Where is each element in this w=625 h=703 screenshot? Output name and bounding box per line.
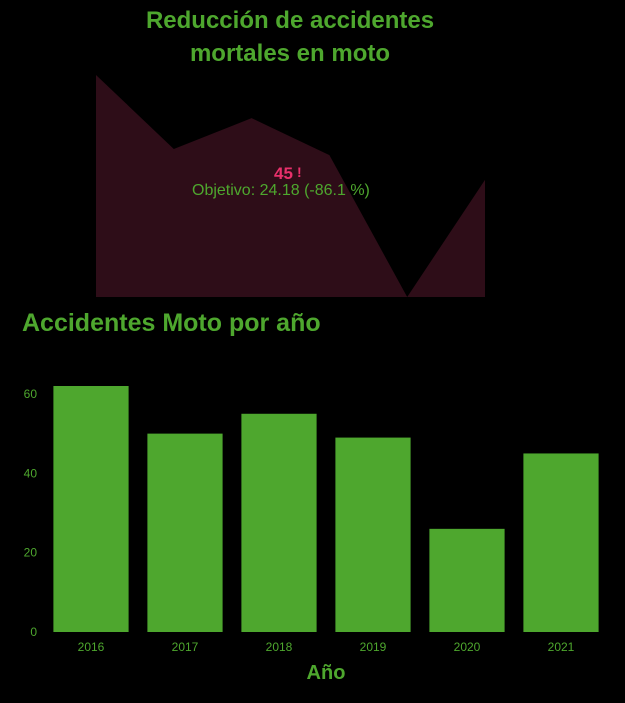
bar-2020[interactable] [429,528,505,632]
bar-chart-title: Accidentes Moto por año [22,309,321,337]
kpi-value: 45 [274,164,293,183]
kpi-area [96,75,485,297]
x-tick-label: 2021 [548,640,575,654]
y-tick-label: 60 [24,387,38,401]
bar-2018[interactable] [241,413,317,632]
x-tick-label: 2019 [360,640,387,654]
kpi-title: Reducción de accidentes mortales en moto [0,4,580,70]
bar-2017[interactable] [147,433,223,632]
bar-2016[interactable] [53,386,129,632]
x-tick-label: 2017 [172,640,199,654]
x-tick-label: 2016 [78,640,105,654]
kpi-title-line1: Reducción de accidentes [145,7,435,34]
bar-2019[interactable] [335,437,411,632]
kpi-area-chart [96,75,485,297]
y-tick-label: 40 [24,466,38,480]
bar-chart: 0 20 40 60 2016 2017 2018 2019 2020 2021 [24,386,599,654]
x-tick-label: 2018 [266,640,293,654]
y-tick-label: 0 [30,625,37,639]
x-axis-label: Año [306,662,346,684]
kpi-goal: Objetivo: 24.18 (-86.1 %) [192,182,370,199]
y-tick-label: 20 [24,546,38,560]
kpi-title-line2: mortales en moto [189,40,391,67]
kpi-alert-icon: ! [297,164,302,180]
x-tick-label: 2020 [454,640,481,654]
bar-2021[interactable] [523,453,599,632]
